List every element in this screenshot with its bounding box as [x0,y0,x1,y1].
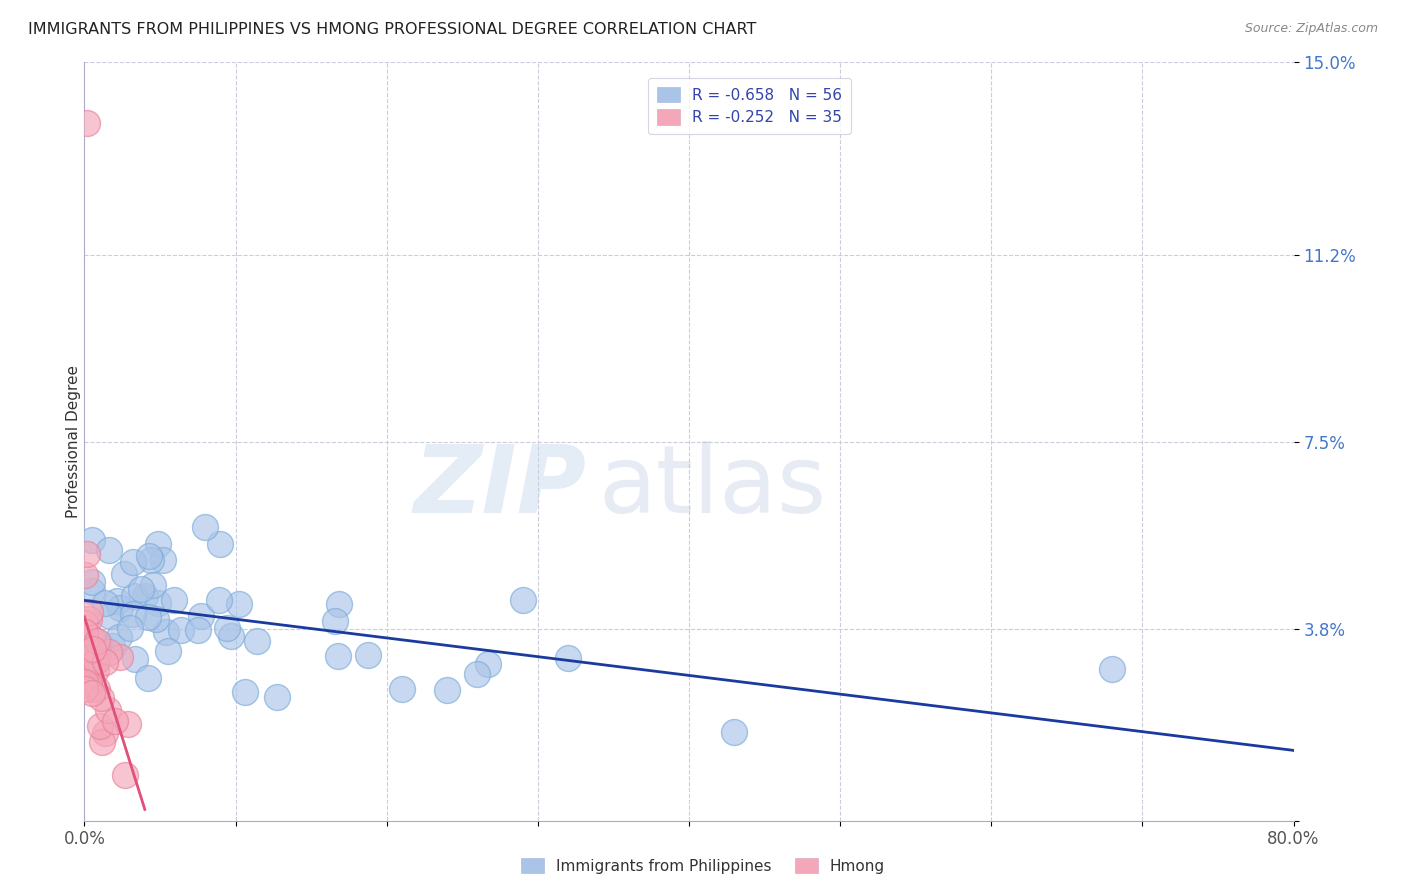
Point [436,683,458,698]
Point [512,593,534,607]
Point [328,597,350,611]
Point [120,621,142,635]
Point [477,657,499,672]
Point [79,681,101,696]
Text: Source: ZipAtlas.com: Source: ZipAtlas.com [1244,22,1378,36]
Point [103,714,125,728]
Point [326,649,349,664]
Point [87,652,110,666]
Legend: R = -0.658   N = 56, R = -0.252   N = 35: R = -0.658 N = 56, R = -0.252 N = 35 [648,78,851,134]
Point [75,681,97,696]
Point [79,605,101,619]
Point [209,537,232,551]
Text: IMMIGRANTS FROM PHILIPPINES VS HMONG PROFESSIONAL DEGREE CORRELATION CHART: IMMIGRANTS FROM PHILIPPINES VS HMONG PRO… [28,22,756,37]
Point [86,682,108,697]
Y-axis label: Professional Degree: Professional Degree [66,365,80,518]
Point [122,589,145,603]
Point [84,663,107,677]
Point [467,666,489,681]
Point [107,630,129,644]
Point [94,725,117,739]
Point [93,655,115,669]
Point [391,682,413,697]
Point [139,553,162,567]
Point [124,651,146,665]
Point [86,634,108,648]
Point [219,629,242,643]
Point [1101,662,1123,676]
Point [80,574,103,589]
Point [89,636,111,650]
Point [129,582,152,597]
Point [98,645,121,659]
Point [121,607,143,621]
Point [82,641,104,656]
Point [110,601,132,615]
Point [76,548,98,562]
Point [356,648,378,662]
Point [723,725,745,739]
Point [146,596,169,610]
Point [136,610,159,624]
Point [145,612,167,626]
Point [75,674,97,689]
Point [77,640,100,655]
Point [75,668,97,682]
Point [136,671,159,685]
Point [110,650,132,665]
Point [94,596,117,610]
Point [142,578,165,592]
Point [323,614,346,628]
Point [82,686,104,700]
Point [208,592,231,607]
Point [266,690,288,705]
Legend: Immigrants from Philippines, Hmong: Immigrants from Philippines, Hmong [515,852,891,880]
Point [101,639,124,653]
Point [112,567,135,582]
Point [75,615,97,630]
Point [157,644,180,658]
Point [233,685,256,699]
Point [152,553,174,567]
Point [90,691,112,706]
Point [557,651,579,665]
Point [82,584,104,599]
Point [138,549,160,564]
Point [82,653,104,667]
Point [75,625,97,640]
Point [76,116,98,130]
Point [75,568,97,582]
Point [97,542,120,557]
Point [80,533,103,547]
Point [91,734,114,748]
Point [163,593,186,607]
Point [246,634,269,648]
Point [228,597,250,611]
Point [170,623,193,637]
Point [134,589,156,603]
Point [217,621,239,635]
Point [76,670,98,684]
Point [77,612,100,626]
Point [114,768,136,782]
Point [77,677,100,691]
Point [98,609,121,624]
Point [187,623,209,637]
Point [75,680,97,694]
Point [89,719,111,733]
Point [194,520,217,534]
Text: ZIP: ZIP [413,441,586,533]
Point [80,632,103,646]
Point [97,703,120,717]
Point [155,625,177,640]
Point [107,594,129,608]
Text: atlas: atlas [599,441,827,533]
Point [190,609,212,624]
Point [122,554,145,568]
Point [79,650,101,665]
Point [86,654,108,668]
Point [117,717,139,731]
Point [146,537,169,551]
